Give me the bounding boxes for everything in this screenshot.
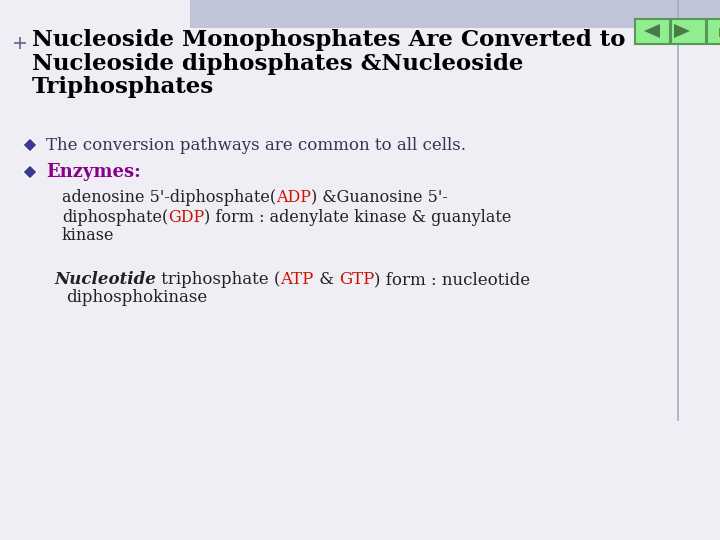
Text: 目次: 目次	[718, 26, 720, 36]
Text: diphosphate(: diphosphate(	[62, 208, 168, 226]
Text: GTP: GTP	[339, 272, 374, 288]
Text: GDP: GDP	[168, 208, 204, 226]
Polygon shape	[23, 138, 37, 152]
Text: ADP: ADP	[276, 190, 311, 206]
Polygon shape	[644, 24, 660, 38]
Polygon shape	[23, 165, 37, 179]
Text: Nucleotide: Nucleotide	[54, 272, 156, 288]
Text: Nucleoside diphosphates &Nucleoside: Nucleoside diphosphates &Nucleoside	[32, 53, 523, 75]
FancyBboxPatch shape	[634, 18, 670, 44]
Text: Enzymes:: Enzymes:	[46, 163, 140, 181]
Text: Triphosphates: Triphosphates	[32, 76, 215, 98]
Text: Nucleoside Monophosphates Are Converted to: Nucleoside Monophosphates Are Converted …	[32, 29, 626, 51]
Polygon shape	[674, 24, 690, 38]
FancyBboxPatch shape	[190, 0, 720, 28]
Text: diphosphokinase: diphosphokinase	[66, 289, 207, 307]
Text: ATP: ATP	[280, 272, 314, 288]
FancyBboxPatch shape	[706, 18, 720, 44]
Text: ) form : nucleotide: ) form : nucleotide	[374, 272, 531, 288]
Text: adenosine 5'-diphosphate(: adenosine 5'-diphosphate(	[62, 190, 276, 206]
Text: &: &	[314, 272, 339, 288]
FancyBboxPatch shape	[670, 18, 706, 44]
Text: ) &Guanosine 5'-: ) &Guanosine 5'-	[311, 190, 448, 206]
Text: The conversion pathways are common to all cells.: The conversion pathways are common to al…	[46, 137, 466, 153]
Text: triphosphate (: triphosphate (	[156, 272, 280, 288]
Text: kinase: kinase	[62, 226, 114, 244]
Text: ) form : adenylate kinase & guanylate: ) form : adenylate kinase & guanylate	[204, 208, 512, 226]
